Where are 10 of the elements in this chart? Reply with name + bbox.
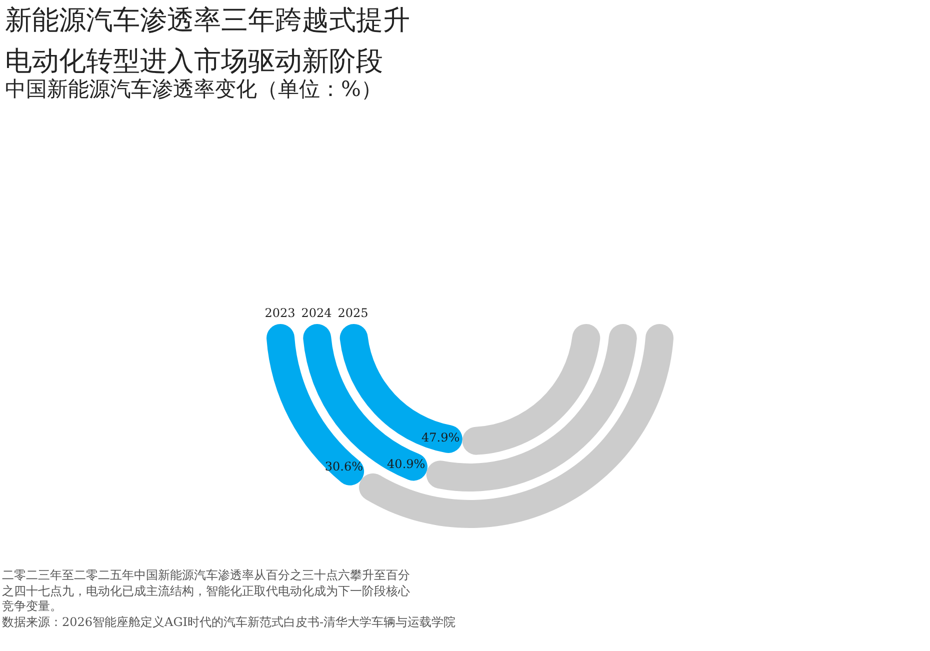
slice-label: 2023 [264, 306, 296, 320]
data-label: 47.9% [422, 430, 460, 444]
chart-subtitle: 中国新能源汽车渗透率变化（单位：%） [5, 77, 382, 101]
data-label: 30.6% [324, 459, 364, 474]
chart-title: 新能源汽车渗透率三年跨越式提升电动化转型进入市场驱动新阶段 [5, 4, 411, 78]
data-label: 40.9% [387, 456, 426, 471]
text: 二零二三年至二零二五年中国新能源汽车渗透率从百分之三十点六攀升至百分之四十七点九，电动化已成主流结构，智能化正取代电动化成为下一阶段核心竞争变量。 [2, 568, 411, 614]
slice-label: 2025 [338, 306, 368, 320]
slice-label: 2024 [301, 306, 332, 320]
source-note: 数据来源：2026智能座舱定义AGI时代的汽车新范式白皮书-清华大学车辆与运载学院 [2, 614, 457, 630]
